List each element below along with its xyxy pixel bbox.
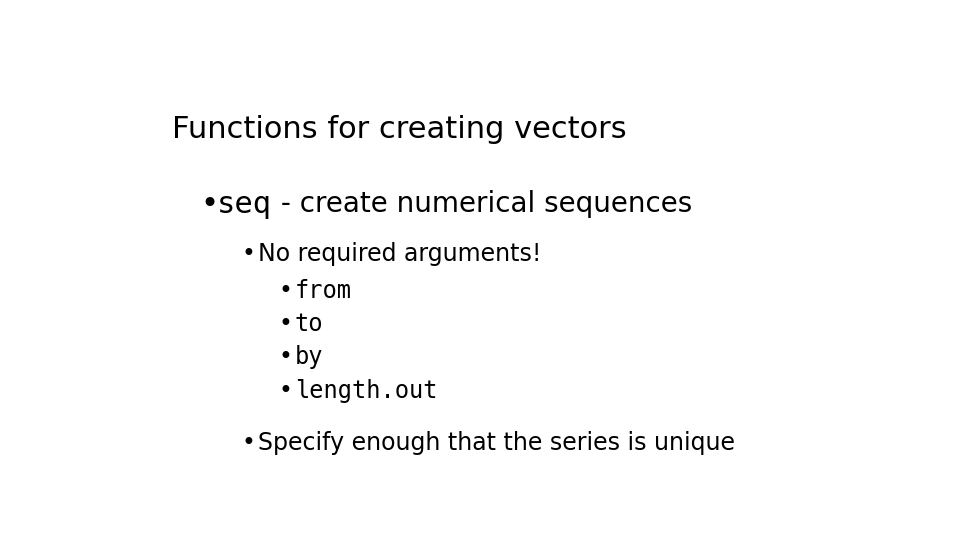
Text: by: by — [295, 346, 324, 369]
Text: •: • — [278, 346, 293, 369]
Text: •: • — [201, 190, 219, 219]
Text: from: from — [295, 279, 352, 303]
Text: to: to — [295, 312, 324, 336]
Text: No required arguments!: No required arguments! — [257, 241, 541, 266]
Text: - create numerical sequences: - create numerical sequences — [272, 190, 692, 218]
Text: seq: seq — [217, 190, 272, 219]
Text: •: • — [241, 241, 255, 266]
Text: •: • — [278, 379, 293, 403]
Text: Functions for creating vectors: Functions for creating vectors — [172, 114, 627, 144]
Text: •: • — [278, 279, 293, 303]
Text: Specify enough that the series is unique: Specify enough that the series is unique — [257, 431, 734, 455]
Text: •: • — [241, 431, 255, 455]
Text: •: • — [278, 312, 293, 336]
Text: length.out: length.out — [295, 379, 438, 403]
